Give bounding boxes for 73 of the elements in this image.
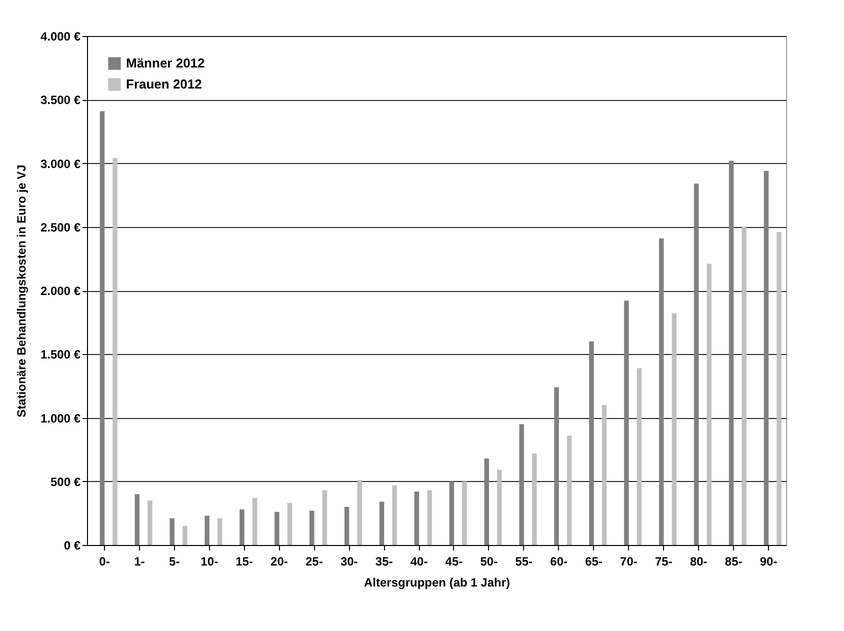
x-tick-label: 10- [200,554,218,568]
x-tick-label: 90- [760,554,778,568]
x-tick-label: 65- [585,554,602,568]
bar [148,500,152,545]
x-tick-label: 80- [690,554,708,568]
x-tick-label: 70- [620,554,638,568]
x-tick-label: 30- [340,554,358,568]
bar [706,264,712,545]
x-tick-label: 15- [236,554,253,568]
bar [776,232,782,545]
x-tick-label: 35- [375,554,393,568]
bar [764,170,769,545]
bar [357,480,362,545]
x-axis-title: Altersgruppen (ab 1 Jahr) [364,576,510,590]
bar [217,518,222,545]
x-tick-label: 5- [169,554,180,568]
x-tick-label: 45- [445,554,463,568]
bar [252,498,258,545]
bar [379,502,384,545]
y-tick-label: 3.000 € [40,156,81,171]
x-tick-label: 0- [99,554,110,568]
bar [100,111,105,545]
bar [742,226,746,545]
x-tick-label: 25- [306,554,323,568]
x-tick-label: 75- [655,554,672,568]
x-tick-label: 50- [480,554,498,568]
bar [672,313,677,545]
bar [322,490,328,545]
bar [414,492,420,545]
bar [204,516,210,545]
x-tick-label: 40- [410,554,428,568]
bar [427,490,432,545]
y-tick-label: 1.000 € [40,411,81,426]
bar [694,184,699,545]
bar [554,387,559,545]
bar [182,526,188,545]
bar [624,300,629,545]
bar [112,158,118,545]
y-axis-title: Stationäre Behandlungskosten in Euro je VJ [14,164,28,418]
x-tick-label: 20- [270,554,288,568]
bar [497,470,502,545]
bar [532,453,537,545]
legend-label: Frauen 2012 [126,76,202,92]
y-tick-label: 4.000 € [40,30,81,44]
bar [659,238,664,545]
bar [728,160,734,545]
bar [602,405,607,545]
bar [310,510,314,545]
bar [344,506,350,545]
y-tick-label: 0 € [64,538,81,552]
bar [462,481,467,545]
y-tick-label: 2.000 € [40,284,81,298]
y-tick-label: 3.500 € [40,93,81,108]
bar [449,481,454,545]
bar [519,424,524,545]
bar [134,494,140,545]
x-tick-label: 1- [134,554,145,568]
bar [392,485,397,545]
y-tick-label: 500 € [50,474,81,489]
bar [170,518,174,545]
x-tick-label: 60- [550,554,568,568]
bar [240,509,244,545]
legend-label: Männer 2012 [126,56,205,70]
bar [274,512,280,545]
bar [287,503,292,545]
x-tick-label: 55- [515,554,533,568]
bar [636,368,642,545]
bar [566,436,572,545]
y-tick-label: 2.500 € [40,220,81,234]
bar [589,341,594,545]
y-tick-label: 1.500 € [40,348,81,362]
bar [484,458,490,545]
x-tick-label: 85- [724,554,742,568]
